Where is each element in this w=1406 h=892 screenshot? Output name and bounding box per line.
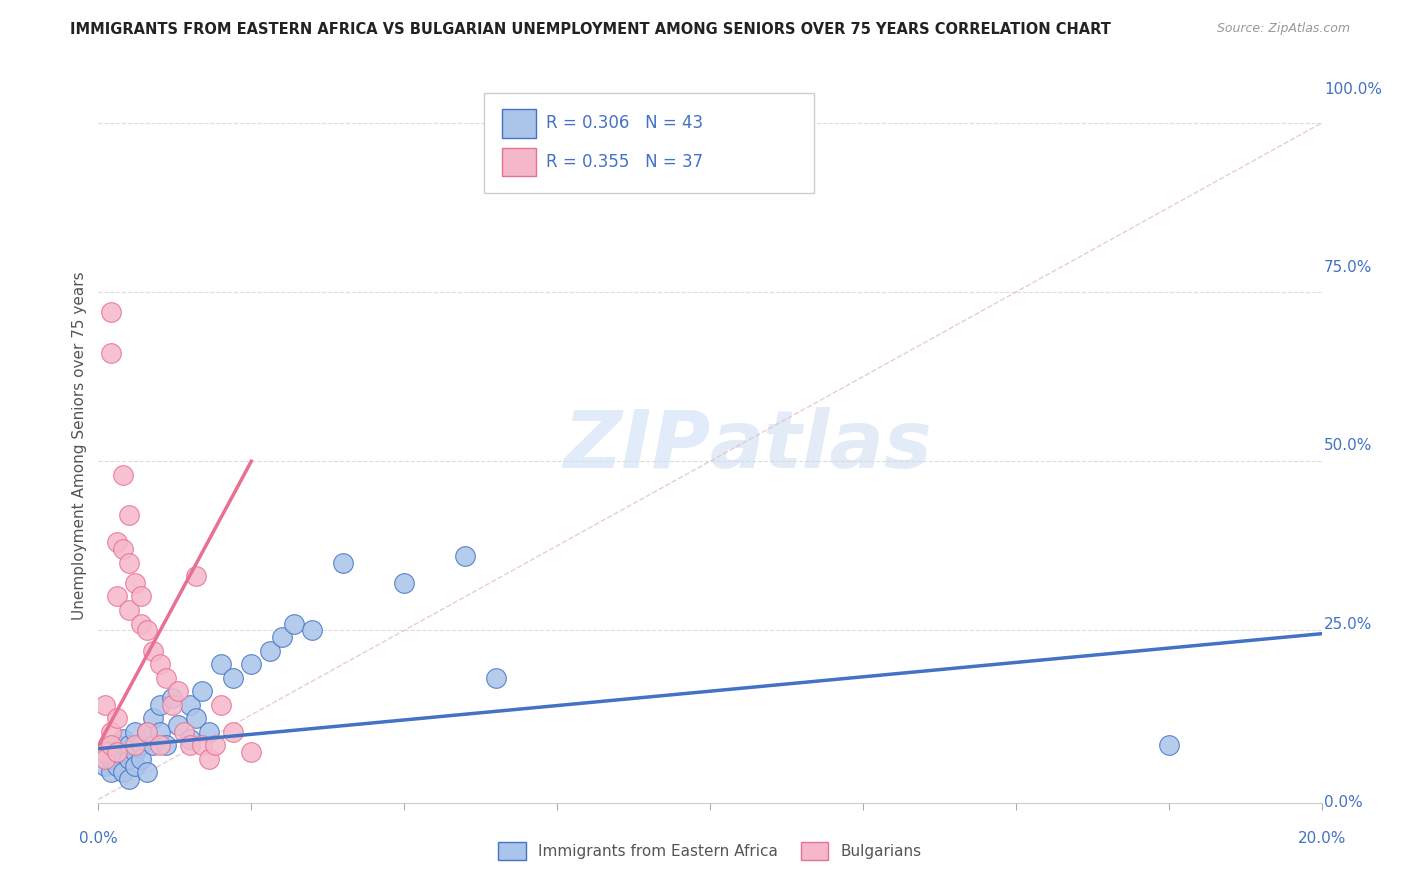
Point (129, 752, 152, 766)
Point (191, 739, 214, 753)
Point (149, 724, 172, 739)
Text: R = 0.306   N = 43: R = 0.306 N = 43 (546, 114, 703, 132)
Point (105, 745, 128, 759)
Point (209, 698, 232, 712)
Point (105, 745, 128, 759)
Text: ZIP: ZIP (562, 407, 710, 485)
Point (173, 724, 195, 739)
Text: 75.0%: 75.0% (1324, 260, 1372, 275)
Point (111, 765, 134, 780)
Point (259, 643, 281, 657)
Point (1157, 739, 1180, 753)
Point (105, 739, 128, 753)
Point (149, 657, 172, 672)
FancyBboxPatch shape (502, 148, 536, 177)
Point (197, 724, 219, 739)
Point (204, 739, 226, 753)
FancyBboxPatch shape (484, 93, 814, 193)
Point (222, 671, 245, 685)
Point (186, 569, 208, 583)
Point (142, 643, 165, 657)
Point (136, 724, 159, 739)
Point (118, 508, 141, 523)
Point (240, 657, 263, 672)
Point (167, 684, 190, 698)
Text: R = 0.355   N = 37: R = 0.355 N = 37 (546, 153, 703, 171)
Point (222, 724, 245, 739)
Point (118, 603, 141, 617)
Point (118, 752, 141, 766)
Point (149, 739, 172, 753)
Point (136, 765, 159, 780)
Legend: Immigrants from Eastern Africa, Bulgarians: Immigrants from Eastern Africa, Bulgaria… (492, 836, 928, 866)
Point (105, 711, 128, 725)
Point (454, 549, 477, 563)
Point (149, 698, 172, 712)
Point (160, 690, 183, 705)
Point (191, 684, 214, 698)
Point (100, 346, 122, 360)
Point (93, 745, 115, 759)
Point (118, 739, 141, 753)
Text: Source: ZipAtlas.com: Source: ZipAtlas.com (1216, 22, 1350, 36)
Point (129, 616, 152, 631)
Point (167, 718, 190, 732)
Point (301, 624, 323, 638)
Point (129, 739, 152, 753)
Point (124, 576, 146, 591)
Point (485, 671, 508, 685)
Point (332, 556, 354, 570)
Point (283, 616, 305, 631)
Point (124, 758, 146, 772)
Text: atlas: atlas (710, 407, 932, 485)
Point (100, 305, 122, 319)
Point (105, 590, 128, 604)
Point (124, 724, 146, 739)
Point (270, 630, 292, 644)
Point (179, 731, 201, 746)
Text: 0.0%: 0.0% (1324, 796, 1362, 810)
Point (118, 772, 141, 786)
Point (100, 724, 122, 739)
Point (179, 739, 201, 753)
Point (93, 752, 115, 766)
Text: 100.0%: 100.0% (1324, 82, 1382, 96)
Point (136, 724, 159, 739)
Point (155, 671, 177, 685)
Point (392, 576, 416, 591)
Y-axis label: Unemployment Among Seniors over 75 years: Unemployment Among Seniors over 75 years (72, 272, 87, 620)
Point (118, 556, 141, 570)
Point (100, 752, 122, 766)
Point (93, 698, 115, 712)
Point (111, 467, 134, 482)
FancyBboxPatch shape (502, 109, 536, 137)
Point (93, 745, 115, 759)
Point (142, 711, 165, 725)
Point (155, 739, 177, 753)
Text: 25.0%: 25.0% (1324, 617, 1372, 632)
Point (186, 711, 208, 725)
Point (240, 745, 263, 759)
Point (136, 624, 159, 638)
Point (209, 657, 232, 672)
Point (111, 731, 134, 746)
Point (100, 739, 122, 753)
Point (105, 758, 128, 772)
Point (129, 590, 152, 604)
Point (124, 745, 146, 759)
Text: 50.0%: 50.0% (1324, 439, 1372, 453)
Point (124, 739, 146, 753)
Point (160, 698, 183, 712)
Point (100, 765, 122, 780)
Text: 0.0%: 0.0% (79, 831, 118, 847)
Point (179, 698, 201, 712)
Point (111, 542, 134, 557)
Point (142, 739, 165, 753)
Text: IMMIGRANTS FROM EASTERN AFRICA VS BULGARIAN UNEMPLOYMENT AMONG SENIORS OVER 75 Y: IMMIGRANTS FROM EASTERN AFRICA VS BULGAR… (70, 22, 1111, 37)
Point (93, 758, 115, 772)
Text: 20.0%: 20.0% (1298, 831, 1346, 847)
Point (105, 535, 128, 549)
Point (197, 752, 219, 766)
